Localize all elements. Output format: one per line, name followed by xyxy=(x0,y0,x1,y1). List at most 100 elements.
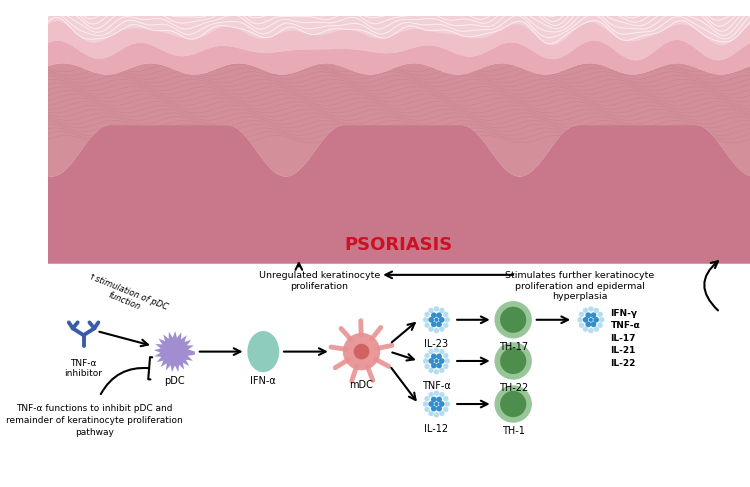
Circle shape xyxy=(500,307,526,333)
Text: TH-22: TH-22 xyxy=(499,383,528,393)
Circle shape xyxy=(428,308,433,313)
Text: TH-1: TH-1 xyxy=(502,427,525,436)
Circle shape xyxy=(440,349,445,355)
Polygon shape xyxy=(48,21,750,60)
Circle shape xyxy=(424,322,430,328)
Circle shape xyxy=(431,396,436,402)
Circle shape xyxy=(424,312,430,317)
Circle shape xyxy=(494,342,532,380)
Circle shape xyxy=(433,369,439,375)
Text: Unregulated keratinocyte
proliferation: Unregulated keratinocyte proliferation xyxy=(259,271,380,291)
Circle shape xyxy=(439,358,445,364)
Circle shape xyxy=(583,308,588,313)
Circle shape xyxy=(431,354,436,359)
Circle shape xyxy=(599,317,604,322)
Circle shape xyxy=(428,326,433,332)
Polygon shape xyxy=(48,63,750,177)
Circle shape xyxy=(440,368,445,373)
Text: TNF-α
inhibitor: TNF-α inhibitor xyxy=(64,359,103,378)
Circle shape xyxy=(436,406,442,412)
Circle shape xyxy=(440,326,445,332)
FancyBboxPatch shape xyxy=(48,238,750,263)
Circle shape xyxy=(436,354,442,359)
Text: mDC: mDC xyxy=(350,380,374,390)
Circle shape xyxy=(598,312,603,317)
Circle shape xyxy=(431,363,436,368)
Text: TH-17: TH-17 xyxy=(499,342,528,352)
Circle shape xyxy=(431,406,436,412)
Text: ↑stimulation of pDC
function: ↑stimulation of pDC function xyxy=(82,272,169,321)
Circle shape xyxy=(428,358,434,364)
Text: IFN-γ
TNF-α
IL-17
IL-21
IL-22: IFN-γ TNF-α IL-17 IL-21 IL-22 xyxy=(610,309,640,368)
Circle shape xyxy=(588,306,593,312)
Text: pDC: pDC xyxy=(164,376,184,386)
Circle shape xyxy=(343,333,380,370)
Circle shape xyxy=(443,396,448,401)
Circle shape xyxy=(434,359,439,363)
Circle shape xyxy=(443,353,448,358)
Circle shape xyxy=(433,328,439,333)
Circle shape xyxy=(433,347,439,353)
Ellipse shape xyxy=(248,331,279,372)
Circle shape xyxy=(589,318,593,322)
FancyArrowPatch shape xyxy=(704,261,718,310)
Circle shape xyxy=(428,392,433,397)
Circle shape xyxy=(500,391,526,417)
Circle shape xyxy=(586,321,591,327)
Circle shape xyxy=(431,321,436,327)
Circle shape xyxy=(354,344,370,359)
Circle shape xyxy=(494,301,532,338)
Circle shape xyxy=(591,321,596,327)
Circle shape xyxy=(424,396,430,401)
Circle shape xyxy=(445,317,450,322)
Circle shape xyxy=(588,328,593,333)
Circle shape xyxy=(428,317,434,323)
Circle shape xyxy=(593,308,599,313)
Text: TNF-α: TNF-α xyxy=(422,381,451,391)
Polygon shape xyxy=(154,331,195,372)
Circle shape xyxy=(500,348,526,374)
Circle shape xyxy=(445,401,450,407)
Circle shape xyxy=(443,407,448,412)
Circle shape xyxy=(428,368,433,373)
Circle shape xyxy=(439,317,445,323)
Circle shape xyxy=(424,407,430,412)
Circle shape xyxy=(428,349,433,355)
Circle shape xyxy=(423,317,428,322)
Text: IFN-α: IFN-α xyxy=(251,376,276,386)
Circle shape xyxy=(443,322,448,328)
Circle shape xyxy=(593,317,599,323)
Circle shape xyxy=(583,326,588,332)
Circle shape xyxy=(443,312,448,317)
Circle shape xyxy=(424,364,430,369)
Circle shape xyxy=(436,396,442,402)
Circle shape xyxy=(443,364,448,369)
Circle shape xyxy=(440,308,445,313)
Circle shape xyxy=(423,358,428,364)
Circle shape xyxy=(436,363,442,368)
Circle shape xyxy=(433,391,439,396)
Circle shape xyxy=(586,312,591,318)
Circle shape xyxy=(579,322,584,328)
FancyBboxPatch shape xyxy=(48,16,750,263)
Circle shape xyxy=(424,353,430,358)
Circle shape xyxy=(436,321,442,327)
Circle shape xyxy=(591,312,596,318)
Circle shape xyxy=(433,412,439,417)
Circle shape xyxy=(440,411,445,416)
Circle shape xyxy=(578,317,583,322)
Circle shape xyxy=(434,402,439,406)
Circle shape xyxy=(579,312,584,317)
Circle shape xyxy=(428,411,433,416)
Circle shape xyxy=(598,322,603,328)
Circle shape xyxy=(445,358,450,364)
Polygon shape xyxy=(48,125,750,263)
Circle shape xyxy=(436,312,442,318)
Circle shape xyxy=(439,401,445,407)
Circle shape xyxy=(431,312,436,318)
Circle shape xyxy=(593,326,599,332)
Circle shape xyxy=(434,318,439,322)
Circle shape xyxy=(428,401,434,407)
Polygon shape xyxy=(48,40,750,75)
Text: PSORIASIS: PSORIASIS xyxy=(345,236,453,254)
